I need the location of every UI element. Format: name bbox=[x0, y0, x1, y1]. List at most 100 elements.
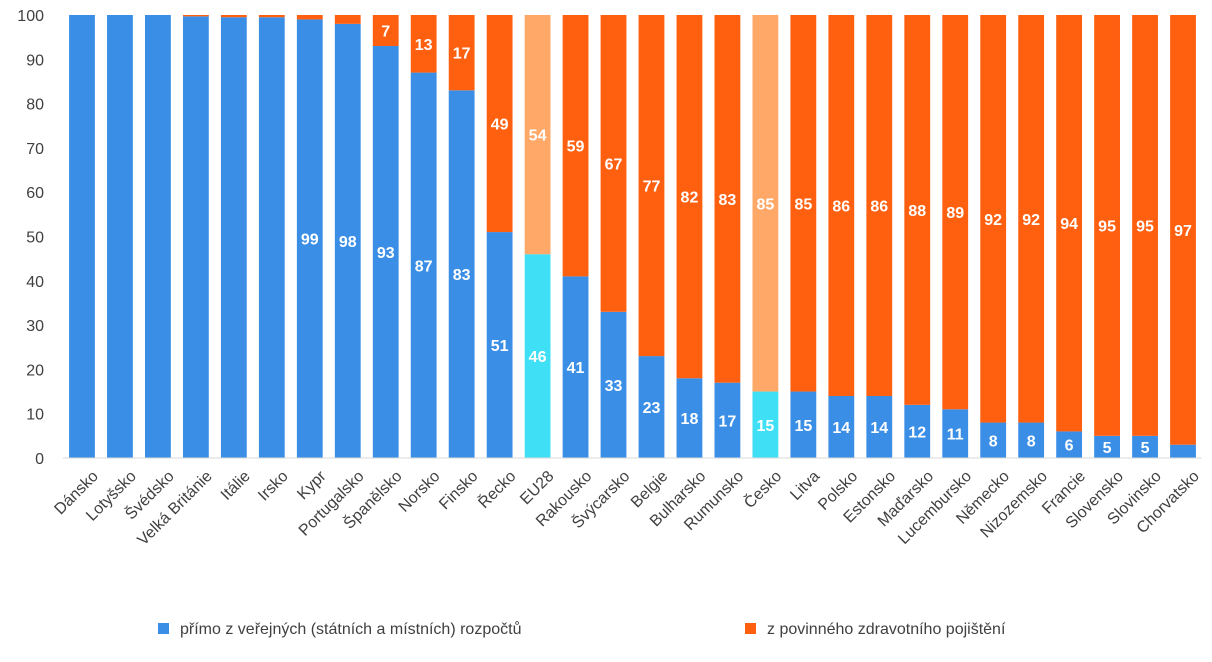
bar-health-insurance bbox=[220, 15, 247, 18]
bar-public-budget bbox=[1094, 435, 1120, 458]
data-label-health-insurance: 67 bbox=[605, 156, 623, 173]
data-label-health-insurance: 92 bbox=[1022, 212, 1040, 229]
data-label-health-insurance: 85 bbox=[794, 196, 812, 213]
data-label-health-insurance: 86 bbox=[832, 198, 850, 215]
bar-health-insurance bbox=[448, 15, 475, 91]
data-label-public-budget: 15 bbox=[794, 418, 812, 435]
data-label-health-insurance: 85 bbox=[756, 196, 774, 213]
bar-health-insurance bbox=[1170, 15, 1196, 445]
data-label-public-budget: 83 bbox=[453, 267, 471, 284]
bar-health-insurance bbox=[1094, 15, 1120, 436]
legend-label-health-insurance: z povinného zdravotního pojištění bbox=[767, 621, 1006, 638]
data-label-health-insurance: 89 bbox=[946, 205, 964, 222]
bar-public-budget bbox=[904, 404, 931, 458]
bar-public-budget bbox=[486, 232, 513, 458]
bar-public-budget bbox=[1132, 435, 1158, 458]
bar-public-budget bbox=[145, 15, 171, 458]
data-label-public-budget: 18 bbox=[681, 411, 699, 428]
data-label-public-budget: 8 bbox=[1027, 433, 1036, 450]
bar-health-insurance bbox=[1056, 15, 1083, 432]
bar-health-insurance bbox=[524, 15, 551, 255]
data-label-health-insurance: 83 bbox=[719, 192, 737, 209]
data-label-health-insurance: 13 bbox=[415, 37, 433, 54]
y-tick-label: 80 bbox=[26, 97, 44, 114]
data-label-public-budget: 98 bbox=[339, 234, 357, 251]
y-tick-label: 40 bbox=[26, 274, 44, 291]
bar-health-insurance bbox=[790, 15, 817, 392]
data-label-health-insurance: 59 bbox=[567, 139, 585, 156]
bar-health-insurance bbox=[866, 15, 893, 396]
data-label-public-budget: 12 bbox=[908, 424, 926, 441]
bar-health-insurance bbox=[676, 15, 703, 379]
bar-health-insurance bbox=[182, 15, 209, 17]
legend: přímo z veřejných (státních a místních) … bbox=[158, 620, 1006, 638]
data-label-public-budget: 17 bbox=[719, 413, 737, 430]
data-label-public-budget: 33 bbox=[605, 378, 623, 395]
bar-public-budget bbox=[676, 378, 703, 458]
bar-public-budget bbox=[69, 15, 95, 458]
data-label-public-budget: 99 bbox=[301, 232, 319, 249]
data-label-health-insurance: 92 bbox=[984, 212, 1002, 229]
data-label-public-budget: 11 bbox=[947, 427, 964, 444]
data-label-public-budget: 93 bbox=[377, 245, 395, 262]
bar-public-budget bbox=[182, 16, 209, 458]
y-tick-label: 60 bbox=[26, 185, 44, 202]
data-label-public-budget: 51 bbox=[491, 338, 509, 355]
data-label-public-budget: 14 bbox=[832, 420, 850, 437]
bar-public-budget bbox=[372, 46, 399, 458]
bar-public-budget bbox=[980, 422, 1007, 458]
y-tick-label: 30 bbox=[26, 318, 44, 335]
data-label-health-insurance: 54 bbox=[529, 128, 547, 145]
bar-health-insurance bbox=[600, 15, 627, 312]
bar-public-budget bbox=[714, 382, 741, 458]
bar-public-budget bbox=[1056, 431, 1083, 458]
bar-health-insurance bbox=[904, 15, 931, 405]
y-tick-label: 0 bbox=[35, 451, 44, 468]
bar-public-budget bbox=[752, 391, 779, 458]
data-label-public-budget: 46 bbox=[529, 349, 547, 366]
bar-health-insurance bbox=[258, 15, 285, 18]
data-label-public-budget: 87 bbox=[415, 258, 433, 275]
bar-health-insurance bbox=[980, 15, 1007, 423]
data-label-health-insurance: 97 bbox=[1174, 223, 1192, 240]
y-tick-label: 20 bbox=[26, 362, 44, 379]
bar-health-insurance bbox=[562, 15, 589, 277]
data-label-public-budget: 5 bbox=[1141, 440, 1150, 457]
data-label-health-insurance: 88 bbox=[908, 203, 926, 220]
data-label-health-insurance: 17 bbox=[453, 46, 471, 63]
y-tick-label: 10 bbox=[26, 407, 44, 424]
data-label-health-insurance: 49 bbox=[491, 117, 509, 134]
bar-public-budget bbox=[638, 356, 665, 458]
bar-health-insurance bbox=[1018, 15, 1045, 423]
bar-health-insurance bbox=[296, 15, 323, 20]
bar-public-budget bbox=[866, 395, 893, 458]
bar-health-insurance bbox=[752, 15, 779, 392]
bar-public-budget bbox=[296, 19, 323, 459]
bar-public-budget bbox=[448, 90, 475, 458]
category-label: Irsko bbox=[255, 468, 292, 505]
data-label-health-insurance: 77 bbox=[643, 179, 661, 196]
bar-public-budget bbox=[334, 23, 361, 459]
bar-public-budget bbox=[524, 254, 551, 458]
bar-health-insurance bbox=[714, 15, 741, 383]
y-tick-label: 70 bbox=[26, 141, 44, 158]
bar-health-insurance bbox=[486, 15, 513, 233]
data-label-public-budget: 15 bbox=[756, 418, 774, 435]
bar-public-budget bbox=[600, 311, 627, 458]
bar-public-budget bbox=[1018, 422, 1045, 458]
bar-public-budget bbox=[1170, 444, 1196, 458]
bar-health-insurance bbox=[372, 15, 399, 47]
category-label: Česko bbox=[740, 466, 786, 512]
bar-health-insurance bbox=[942, 15, 969, 410]
data-label-public-budget: 23 bbox=[643, 400, 661, 417]
data-label-health-insurance: 95 bbox=[1136, 218, 1154, 235]
legend-swatch-public-budget bbox=[158, 623, 169, 634]
bar-public-budget bbox=[220, 17, 247, 459]
y-tick-label: 90 bbox=[26, 52, 44, 69]
y-tick-label: 100 bbox=[17, 8, 44, 25]
bar-public-budget bbox=[107, 15, 133, 458]
data-label-public-budget: 5 bbox=[1103, 440, 1112, 457]
